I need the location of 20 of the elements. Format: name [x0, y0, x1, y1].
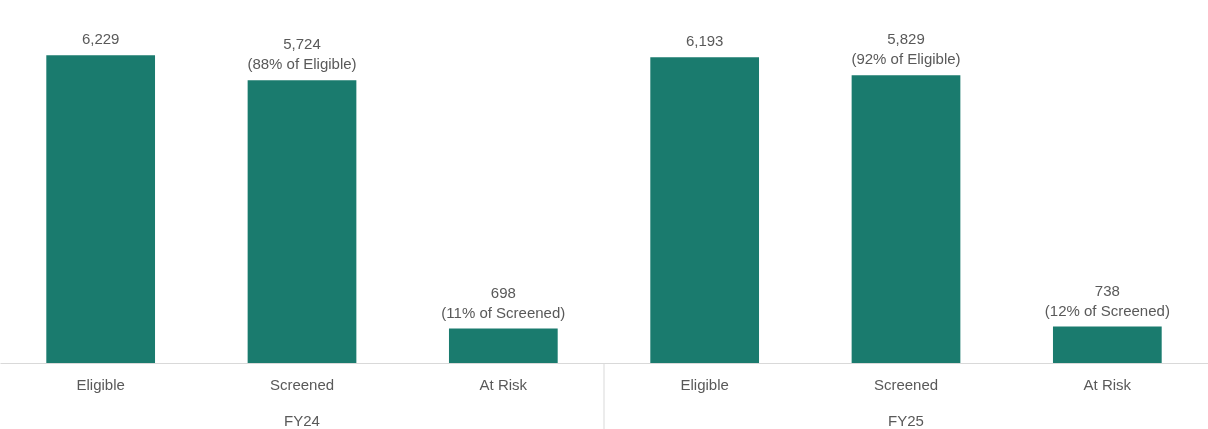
bar [1052, 326, 1162, 363]
bar [650, 57, 760, 363]
x-tick-label: At Risk [479, 375, 528, 393]
x-tick-label: Screened [873, 375, 939, 393]
data-label: 6,193 [685, 32, 724, 50]
bar [448, 328, 558, 363]
data-label: 6,229 [81, 30, 120, 48]
text: 738 (12% of Screened) [1044, 281, 1170, 319]
text: 698 (11% of Screened) [441, 283, 566, 321]
text: 5,724 (88% of Eligible) [247, 35, 357, 73]
text: FY25 [888, 412, 924, 429]
bar [46, 55, 156, 363]
bar [851, 75, 961, 363]
text: 5,829 (92% of Eligible) [851, 30, 961, 68]
x-tick-label: At Risk [1083, 375, 1132, 393]
bar [247, 80, 357, 363]
x-tick-label: Eligible [76, 375, 125, 393]
text: FY24 [284, 412, 320, 429]
x-tick-label: Screened [269, 375, 335, 393]
x-tick-label: Eligible [680, 375, 729, 393]
